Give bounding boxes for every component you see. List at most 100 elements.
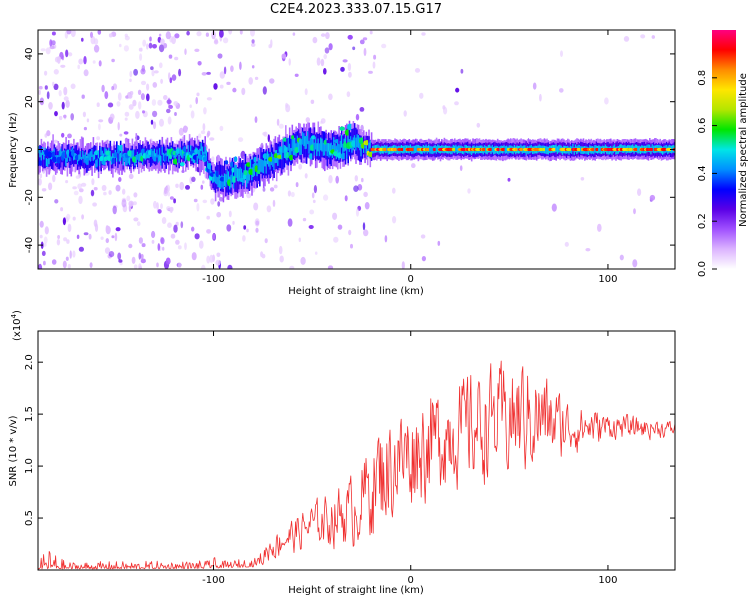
spectrogram-noise-cell: [287, 218, 293, 227]
spectrogram-band-cell: [359, 137, 361, 151]
spectrogram-noise-cell: [363, 47, 367, 57]
spectrogram-band-cell: [239, 167, 242, 180]
spectrogram-noise-cell: [191, 252, 197, 261]
spectrogram-band-cell: [41, 147, 44, 155]
spectrogram-noise-cell: [254, 76, 259, 80]
spectrogram-noise-cell: [166, 108, 171, 114]
spectrogram-peak-cell: [323, 139, 328, 145]
spectrogram-noise-cell: [384, 235, 388, 243]
spectrogram-noise-cell: [250, 42, 256, 47]
spectrogram-band-cell: [309, 137, 312, 151]
spectrogram-noise-cell: [437, 240, 441, 246]
spectrogram-noise-cell: [52, 81, 55, 87]
spectrogram-band-cell: [342, 143, 344, 157]
spectrogram-band-cell: [205, 153, 208, 172]
spectrogram-peak-cell: [298, 138, 303, 145]
spectrogram-y-tick-label: 0: [24, 146, 35, 152]
spectrogram-band-cell: [84, 152, 87, 161]
spectrogram-noise-cell: [93, 44, 100, 53]
spectrogram-noise-cell: [564, 241, 569, 247]
spectrogram-band-cell: [470, 147, 473, 156]
spectrogram-band-cell: [222, 176, 225, 189]
spectrogram-noise-cell: [559, 88, 564, 93]
spectrogram-x-tick-label: -100: [202, 274, 225, 285]
spectrogram-noise-cell: [202, 123, 206, 131]
spectrogram-noise-cell: [170, 233, 176, 239]
spectrogram-noise-cell: [241, 87, 246, 96]
spectrogram-noise-cell: [129, 70, 133, 78]
spectrogram-band-cell: [212, 174, 214, 183]
spectrogram-band-cell: [506, 145, 508, 154]
spectrogram-peak-cell: [38, 160, 43, 166]
spectrogram-noise-cell: [323, 68, 327, 75]
spectrogram-noise-cell: [243, 225, 247, 230]
spectrogram-band-cell: [121, 149, 123, 158]
spectrogram-noise-cell: [138, 47, 143, 52]
spectrogram-noise-cell: [476, 122, 481, 128]
spectrogram-noise-cell: [168, 54, 173, 59]
spectrogram-noise-cell: [123, 131, 129, 135]
spectrogram-noise-cell: [372, 61, 376, 69]
spectrogram-band-cell: [160, 144, 162, 163]
spectrogram-peak-cell: [231, 167, 235, 173]
spectrogram-noise-cell: [135, 110, 140, 119]
spectrogram-band-cell: [162, 152, 165, 161]
spectrogram-noise-cell: [217, 201, 221, 207]
spectrogram-noise-cell: [633, 208, 636, 215]
spectrogram-peak-cell: [99, 155, 104, 162]
spectrogram-band-cell: [558, 145, 560, 153]
spectrogram-noise-cell: [507, 177, 511, 182]
spectrogram-noise-cell: [213, 83, 218, 90]
spectrogram-peak-cell: [158, 155, 162, 162]
spectrogram-band-cell: [117, 149, 119, 168]
spectrogram-noise-cell: [238, 137, 244, 143]
spectrogram-band-cell: [96, 158, 99, 167]
spectrogram-noise-cell: [323, 54, 328, 60]
spectrogram-peak-cell: [192, 154, 198, 160]
spectrogram-noise-cell: [81, 214, 84, 220]
spectrogram-noise-cell: [309, 209, 315, 215]
spectrogram-noise-cell: [118, 259, 123, 263]
spectrogram-band-cell: [304, 136, 307, 150]
spectrogram-noise-cell: [168, 104, 174, 109]
spectrogram-band-cell: [188, 140, 191, 159]
spectrogram-noise-cell: [196, 31, 202, 37]
spectrogram-noise-cell: [70, 30, 76, 38]
spectrogram-noise-cell: [347, 34, 353, 40]
spectrogram-noise-cell: [166, 99, 172, 104]
spectrogram-noise-cell: [96, 102, 100, 107]
spectrogram-peak-cell: [182, 146, 187, 153]
spectrogram-band-cell: [158, 147, 161, 156]
spectrogram-noise-cell: [363, 191, 368, 198]
spectrogram-peak-cell: [595, 147, 599, 152]
spectrogram-band-cell: [223, 173, 226, 187]
spectrogram-noise-cell: [159, 62, 163, 69]
spectrogram-noise-cell: [357, 184, 363, 191]
colorbar-tick-label: 0.0: [697, 261, 708, 277]
spectrogram-noise-cell: [161, 217, 167, 224]
spectrogram-band-cell: [230, 174, 232, 188]
spectrogram-band-cell: [314, 136, 317, 150]
spectrogram-noise-cell: [184, 48, 187, 55]
spectrogram-peak-cell: [667, 147, 672, 152]
spectrogram-band-cell: [281, 146, 283, 160]
spectrogram-band-cell: [175, 149, 178, 168]
spectrogram-peak-cell: [194, 148, 200, 155]
spectrogram-peak-cell: [230, 161, 234, 168]
spectrogram-noise-cell: [61, 132, 65, 138]
spectrogram-noise-cell: [39, 220, 44, 228]
spectrogram-noise-cell: [148, 42, 153, 49]
spectrogram-heatmap: [38, 30, 675, 269]
spectrogram-noise-cell: [63, 114, 67, 118]
spectrogram-noise-cell: [532, 82, 537, 90]
spectrogram-band-cell: [282, 143, 284, 170]
spectrogram-noise-cell: [72, 216, 76, 221]
spectrogram-noise-cell: [206, 255, 211, 264]
spectrogram-band-cell: [47, 159, 49, 167]
spectrogram-band-cell: [196, 156, 199, 164]
spectrogram-band-cell: [100, 153, 102, 172]
spectrogram-band-cell: [149, 148, 152, 167]
spectrogram-band-cell: [152, 150, 154, 159]
spectrogram-noise-cell: [201, 264, 206, 269]
spectrogram-peak-cell: [253, 156, 257, 163]
